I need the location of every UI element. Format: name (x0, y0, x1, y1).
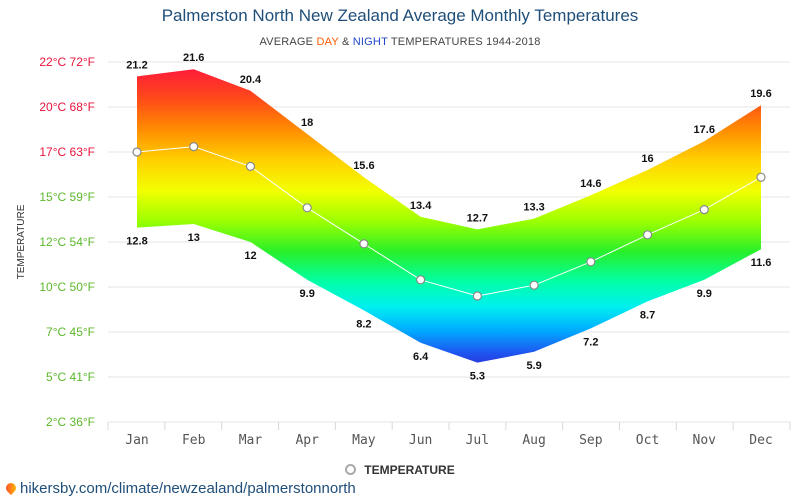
legend-label: TEMPERATURE (364, 463, 455, 477)
x-tick-label: Jun (409, 433, 432, 448)
day-value-label: 13.4 (410, 200, 432, 212)
average-point (132, 147, 142, 157)
x-tick-label: Jul (466, 433, 489, 448)
y-tick-label: 2°C 36°F (46, 415, 95, 429)
y-tick-label: 5°C 41°F (46, 370, 95, 384)
night-value-label: 9.9 (697, 288, 712, 300)
average-point (189, 142, 199, 152)
day-value-label: 18 (301, 117, 313, 129)
day-value-label: 21.6 (183, 52, 204, 64)
average-point (416, 275, 426, 285)
night-value-label: 12 (244, 250, 256, 262)
average-point (529, 280, 539, 290)
night-value-label: 6.4 (413, 351, 429, 363)
x-tick-label: Mar (239, 433, 263, 448)
x-tick-label: Dec (749, 433, 772, 448)
night-value-label: 12.8 (126, 236, 147, 248)
chart-legend[interactable]: TEMPERATURE (0, 463, 800, 477)
x-tick-label: Apr (295, 433, 319, 448)
night-value-label: 8.7 (640, 309, 655, 321)
x-tick-label: Aug (522, 433, 545, 448)
night-value-label: 13 (188, 232, 200, 244)
average-point (642, 230, 653, 240)
x-tick-label: Jan (125, 433, 148, 448)
night-value-label: 11.6 (751, 257, 772, 269)
subtitle-suffix: TEMPERATURES 1944-2018 (390, 36, 541, 48)
x-tick-label: May (352, 433, 376, 448)
average-point (245, 161, 256, 171)
chart-title: Palmerston North New Zealand Average Mon… (161, 6, 639, 25)
source-url: hikersby.com/climate/newzealand/palmerst… (20, 480, 356, 497)
day-value-label: 19.6 (750, 88, 771, 100)
y-tick-label: 7°C 45°F (46, 325, 95, 339)
source-link[interactable]: hikersby.com/climate/newzealand/palmerst… (3, 480, 356, 497)
x-tick-label: Nov (693, 433, 717, 448)
average-point (302, 203, 312, 213)
y-tick-label: 20°C 68°F (39, 100, 95, 114)
average-point (699, 205, 709, 215)
day-value-label: 16 (641, 153, 653, 165)
x-tick-label: Sep (579, 433, 603, 448)
map-pin-icon (3, 480, 19, 496)
average-point (359, 239, 369, 249)
subtitle-amp: & (341, 36, 350, 48)
night-value-label: 5.3 (470, 371, 485, 383)
night-value-label: 9.9 (300, 288, 315, 300)
legend-marker-icon (345, 464, 357, 475)
day-value-label: 13.3 (523, 202, 544, 214)
day-value-label: 12.7 (467, 212, 488, 224)
y-tick-label: 22°C 72°F (39, 55, 95, 69)
day-value-label: 14.6 (580, 178, 601, 190)
chart-subtitle: AVERAGE DAY & NIGHT TEMPERATURES 1944-20… (0, 36, 800, 48)
subtitle-prefix: AVERAGE (259, 36, 314, 48)
day-value-label: 17.6 (694, 124, 715, 136)
x-tick-label: Oct (636, 433, 659, 448)
day-value-label: 21.2 (126, 59, 147, 71)
y-axis-title: TEMPERATURE (16, 204, 27, 279)
average-temperature-line (136, 146, 762, 297)
average-point (756, 172, 766, 182)
y-tick-label: 15°C 59°F (39, 190, 95, 204)
night-value-label: 5.9 (526, 360, 541, 372)
night-value-label: 7.2 (583, 336, 598, 348)
night-value-label: 8.2 (356, 318, 371, 330)
day-value-label: 15.6 (353, 160, 374, 172)
subtitle-night: NIGHT (352, 36, 388, 48)
y-tick-label: 17°C 63°F (39, 145, 95, 159)
x-tick-label: Feb (182, 433, 206, 448)
y-tick-label: 10°C 50°F (39, 280, 95, 294)
average-point (586, 257, 596, 267)
temperature-range-band (137, 69, 761, 363)
average-point (472, 291, 482, 301)
subtitle-day: DAY (316, 36, 339, 48)
day-value-label: 20.4 (240, 74, 262, 86)
y-tick-label: 12°C 54°F (39, 235, 95, 249)
